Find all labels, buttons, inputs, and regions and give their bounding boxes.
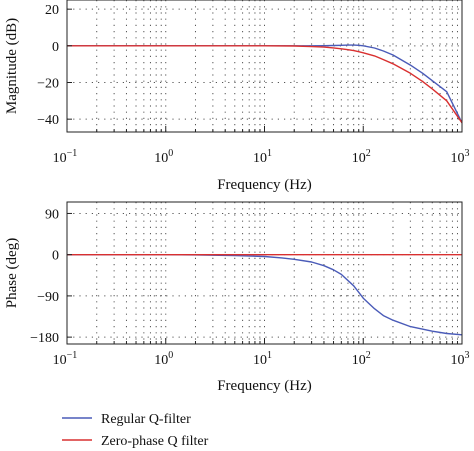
legend-label: Zero-phase Q filter	[101, 434, 209, 449]
x-axis-label: Frequency (Hz)	[217, 177, 312, 193]
x-tick-label: 10−1	[53, 350, 78, 368]
y-tick-label: 20	[45, 3, 59, 18]
legend: Regular Q-filter Zero-phase Q filter	[62, 412, 209, 449]
x-tick-label: 101	[253, 350, 272, 368]
y-axis-label: Magnitude (dB)	[4, 18, 20, 114]
y-tick-label: 0	[52, 40, 59, 55]
x-tick-label: 103	[451, 350, 470, 368]
y-axis-label: Phase (deg)	[4, 238, 20, 308]
y-tick-label: −180	[30, 331, 59, 346]
legend-label: Regular Q-filter	[101, 412, 191, 427]
series-line-zero-phase-q-filter	[67, 45, 463, 124]
plot-frame	[66, 201, 463, 345]
x-axis-label: Frequency (Hz)	[217, 378, 312, 394]
panel-1: 10−1 100 101 102 103 20 0 −20 −40 Frequency (Hz) M…	[4, 0, 470, 193]
y-tick-label: −20	[37, 77, 59, 92]
y-tick-label: 0	[52, 249, 59, 264]
x-tick-label: 102	[352, 148, 371, 166]
x-tick-label: 100	[154, 350, 173, 368]
panel-2: 10−1 100 101 102 103 90 0 −90 −180 Frequency (Hz)…	[4, 201, 470, 394]
y-tick-label: −40	[37, 113, 59, 128]
x-tick-label: 102	[352, 350, 371, 368]
y-tick-label: −90	[37, 290, 59, 305]
series-line-regular-q-filter	[67, 253, 463, 336]
y-tick-label: 90	[45, 207, 59, 222]
x-tick-label: 100	[154, 148, 173, 166]
x-tick-label: 101	[253, 148, 272, 166]
x-tick-label: 10−1	[53, 148, 78, 166]
x-tick-label: 103	[451, 148, 470, 166]
